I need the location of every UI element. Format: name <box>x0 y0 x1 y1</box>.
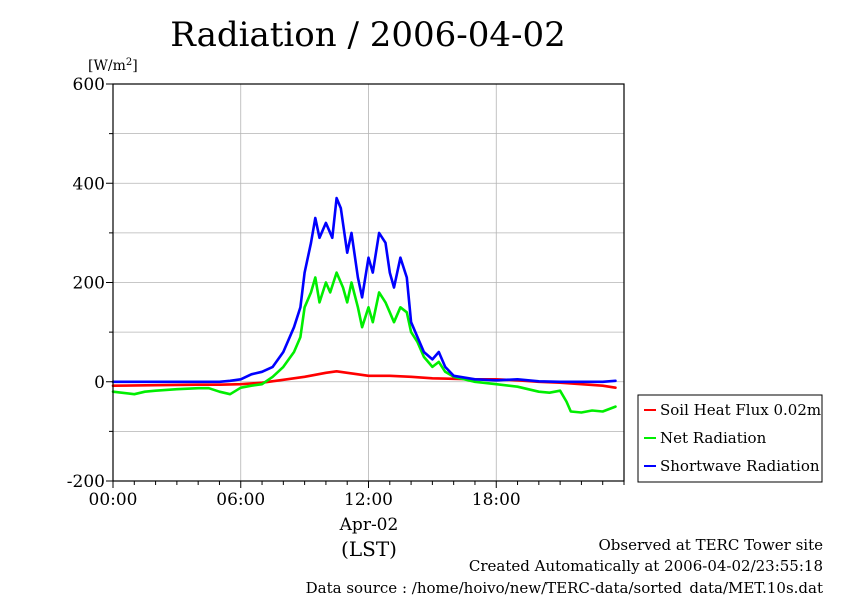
y-tick-label: 200 <box>73 274 105 294</box>
y-axis-unit-label: [W/m2] <box>88 57 138 74</box>
y-tick-label: 400 <box>73 174 105 194</box>
footer-created: Created Automatically at 2006-04-02/23:5… <box>469 557 823 575</box>
series-line-0 <box>111 369 617 390</box>
y-tick-label: 0 <box>94 373 105 393</box>
legend-label-soil: Soil Heat Flux 0.02m <box>660 401 821 419</box>
series-line-2 <box>111 196 617 384</box>
x-axis-timezone-label: (LST) <box>341 537 397 561</box>
x-tick-label: 12:00 <box>344 490 393 510</box>
y-tick-label: 600 <box>73 75 105 95</box>
y-unit-main: [W/m <box>88 58 126 74</box>
x-tick-label: 18:00 <box>472 490 521 510</box>
grid-lines <box>113 84 624 481</box>
footer-source: Data source : /home/hoivo/new/TERC-data/… <box>306 579 823 595</box>
y-unit-close: ] <box>132 58 137 74</box>
x-tick-label: 00:00 <box>89 490 138 510</box>
series-line-1 <box>111 271 617 414</box>
x-tick-label: 06:00 <box>216 490 265 510</box>
y-tick-label: -200 <box>67 472 105 492</box>
legend: Soil Heat Flux 0.02m Net Radiation Short… <box>637 394 823 483</box>
chart-title: Radiation / 2006-04-02 <box>170 15 566 55</box>
legend-box <box>637 394 823 483</box>
ticks-layer: -200 0 200 400 600 00:00 06:00 12:00 18:00 <box>67 75 625 510</box>
series-layer <box>111 196 617 414</box>
y-unit-sup: 2 <box>126 57 132 68</box>
x-axis-date-label: Apr-02 <box>339 515 399 535</box>
legend-label-shortwave: Shortwave Radiation <box>660 457 820 475</box>
legend-label-net: Net Radiation <box>660 429 767 447</box>
footer-observed: Observed at TERC Tower site <box>598 536 823 554</box>
